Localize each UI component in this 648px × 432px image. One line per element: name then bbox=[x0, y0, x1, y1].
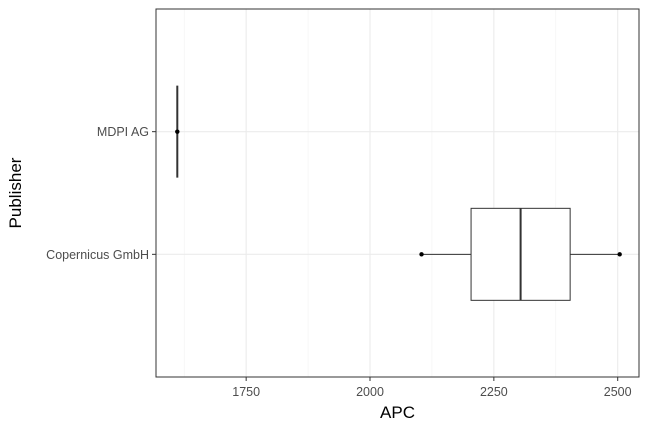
y-axis-label: Publisher bbox=[6, 157, 25, 228]
outlier-point bbox=[175, 129, 180, 134]
outlier-point bbox=[617, 252, 622, 257]
box-copernicus-gmbh bbox=[419, 207, 622, 301]
x-tick-label: 1750 bbox=[232, 385, 260, 399]
y-tick-label: Copernicus GmbH bbox=[46, 248, 149, 262]
gridlines bbox=[156, 9, 639, 377]
x-tick-label: 2500 bbox=[604, 385, 632, 399]
y-tick-label: MDPI AG bbox=[97, 125, 149, 139]
x-tick-label: 2250 bbox=[480, 385, 508, 399]
boxes bbox=[175, 85, 622, 301]
x-axis-label: APC bbox=[380, 403, 415, 422]
panel-border bbox=[155, 8, 640, 378]
x-tick-label: 2000 bbox=[356, 385, 384, 399]
axes: 1750 2000 2250 2500 Copernicus GmbH MDPI AG bbox=[46, 125, 631, 399]
box-mdpi-ag bbox=[175, 85, 180, 178]
outlier-point bbox=[419, 252, 424, 257]
panel-background bbox=[156, 9, 639, 377]
